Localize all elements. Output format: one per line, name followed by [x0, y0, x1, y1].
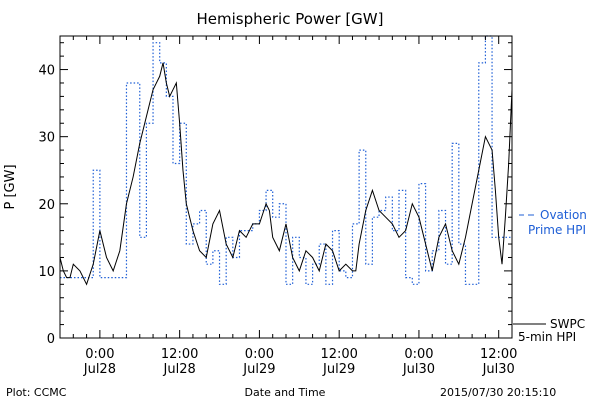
x-tick-date-label: Jul30 [482, 362, 515, 377]
y-tick-label: 10 [38, 265, 55, 280]
y-tick-label: 40 [38, 64, 55, 79]
x-tick-date-label: Jul29 [242, 362, 275, 377]
plot-credit: Plot: CCMC [6, 386, 67, 399]
x-tick-time-label: 12:00 [480, 347, 517, 362]
plot-timestamp: 2015/07/30 20:15:10 [440, 386, 556, 399]
x-tick-date-label: Jul28 [83, 362, 116, 377]
series-ovation-prime-hpi [60, 35, 512, 285]
y-tick-label: 30 [38, 131, 55, 146]
x-axis: 0:00Jul2812:00Jul280:00Jul2912:00Jul290:… [72, 36, 517, 377]
plot-frame [59, 35, 513, 339]
y-tick-label: 0 [47, 332, 55, 347]
x-tick-time-label: 0:00 [245, 347, 274, 362]
y-axis-label: P [GW] [3, 164, 18, 209]
legend-swpc-line1: SWPC [550, 317, 585, 331]
legend-ovation-line1: Ovation [540, 208, 587, 222]
series-layer [59, 35, 513, 286]
x-tick-date-label: Jul30 [402, 362, 435, 377]
x-tick-time-label: 12:00 [320, 347, 357, 362]
y-tick-label: 20 [38, 198, 55, 213]
x-tick-time-label: 0:00 [85, 347, 114, 362]
x-tick-time-label: 12:00 [161, 347, 198, 362]
legend: Ovation Prime HPI SWPC 5-min HPI [513, 208, 587, 344]
legend-swpc-line2: 5-min HPI [518, 330, 576, 344]
x-axis-label: Date and Time [245, 386, 326, 399]
series-swpc-5min-hpi [59, 62, 513, 286]
chart-title: Hemispheric Power [GW] [197, 10, 384, 28]
x-tick-date-label: Jul29 [322, 362, 355, 377]
legend-ovation-line2: Prime HPI [528, 223, 586, 237]
x-tick-time-label: 0:00 [404, 347, 433, 362]
x-tick-date-label: Jul28 [163, 362, 196, 377]
y-axis: 0 10 20 30 40 [38, 42, 512, 347]
